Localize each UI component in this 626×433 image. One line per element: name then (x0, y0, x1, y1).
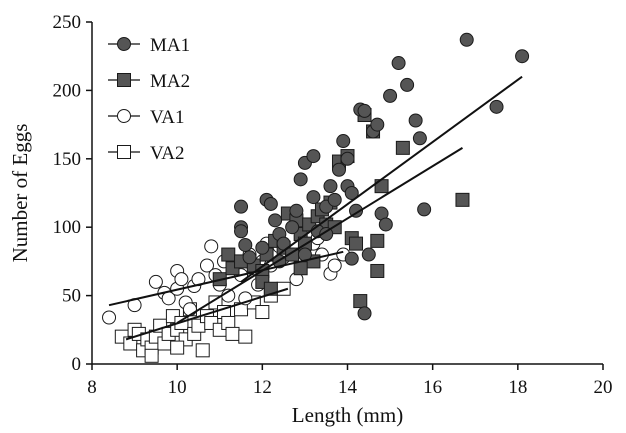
data-point-ma1 (285, 220, 300, 235)
data-point-ma1 (391, 56, 406, 71)
data-point-va2 (255, 305, 270, 320)
data-point-ma1 (319, 227, 334, 242)
trend-line-1 (240, 75, 523, 283)
data-point-ma1 (378, 217, 393, 232)
trend-line-3 (176, 147, 463, 324)
y-tick-label: 150 (53, 149, 82, 170)
data-point-va2 (276, 281, 291, 296)
data-point-ma1 (344, 251, 359, 266)
data-point-va2 (195, 343, 210, 358)
y-tick-label: 100 (53, 217, 82, 238)
data-point-va1 (174, 272, 189, 287)
data-point-ma1 (400, 77, 415, 92)
data-point-ma1 (263, 196, 278, 211)
data-point-ma1 (357, 103, 372, 118)
x-tick-label: 14 (338, 377, 358, 398)
data-point-ma2 (370, 233, 385, 248)
x-axis-label: Length (mm) (292, 403, 403, 427)
y-axis-label: Number of Eggs (8, 124, 32, 263)
legend-label: MA2 (150, 71, 190, 92)
x-tick-label: 18 (508, 377, 527, 398)
data-point-ma1 (234, 199, 249, 214)
data-point-va2 (225, 326, 240, 341)
data-point-ma1 (412, 131, 427, 146)
data-point-ma1 (238, 237, 253, 252)
data-point-ma2 (349, 236, 364, 251)
data-point-va1 (199, 258, 214, 273)
legend-label: VA1 (150, 107, 185, 128)
data-points (102, 32, 530, 363)
x-tick-label: 16 (423, 377, 442, 398)
data-point-ma1 (361, 247, 376, 262)
data-point-va1 (204, 239, 219, 254)
data-point-va2 (238, 329, 253, 344)
data-point-ma1 (323, 179, 338, 194)
data-point-ma1 (336, 134, 351, 149)
y-tick-label: 0 (72, 354, 82, 375)
legend-item-ma2: MA2 (108, 71, 190, 92)
x-tick-label: 8 (87, 377, 97, 398)
x-tick-label: 12 (253, 377, 272, 398)
legend-marker-ma1 (117, 37, 131, 51)
legend-label: VA2 (150, 143, 185, 164)
data-point-ma1 (383, 88, 398, 103)
y-tick-label: 50 (62, 286, 81, 307)
series-ma1-points (234, 32, 530, 321)
data-point-va2 (170, 340, 185, 355)
data-point-va1 (102, 310, 117, 325)
x-tick-label: 20 (594, 377, 613, 398)
legend-marker-ma2 (117, 73, 131, 87)
data-point-ma1 (344, 186, 359, 200)
data-point-ma2 (263, 281, 278, 296)
data-point-ma1 (408, 113, 423, 128)
data-point-ma1 (370, 117, 385, 132)
x-tick-label: 10 (168, 377, 187, 398)
data-point-ma2 (221, 247, 236, 262)
y-tick-label: 250 (53, 12, 82, 33)
data-point-ma2 (353, 294, 368, 309)
data-point-ma1 (255, 240, 270, 255)
data-point-ma1 (417, 202, 432, 217)
legend-item-ma1: MA1 (108, 35, 190, 56)
trend-line-4 (125, 287, 289, 341)
data-point-ma2 (395, 140, 410, 155)
data-point-va2 (144, 348, 159, 363)
data-point-va1 (327, 258, 342, 273)
data-point-ma1 (234, 224, 249, 239)
data-point-ma1 (489, 99, 504, 114)
data-point-ma1 (331, 162, 346, 177)
data-point-ma1 (459, 32, 474, 47)
series-va2-points (114, 281, 291, 363)
legend-item-va2: VA2 (108, 143, 185, 164)
trend-line-2 (108, 250, 344, 307)
data-point-ma1 (306, 149, 321, 164)
trend-lines (108, 75, 523, 341)
data-point-ma1 (327, 192, 342, 207)
data-point-ma1 (357, 306, 372, 321)
data-point-va1 (182, 302, 197, 317)
data-point-ma2 (370, 263, 385, 278)
data-point-ma2 (293, 261, 308, 276)
data-point-ma1 (306, 190, 321, 205)
data-point-ma1 (268, 213, 283, 228)
data-point-ma1 (340, 151, 355, 166)
legend: MA1 MA2 VA1 VA2 (108, 35, 190, 164)
legend-label: MA1 (150, 35, 190, 56)
data-point-ma1 (242, 250, 257, 265)
data-point-va1 (148, 274, 163, 289)
data-point-ma2 (455, 192, 470, 207)
legend-item-va1: VA1 (108, 107, 185, 128)
data-point-ma1 (293, 172, 308, 187)
y-tick-label: 200 (53, 80, 82, 101)
legend-marker-va2 (117, 145, 131, 159)
data-point-ma1 (289, 203, 304, 218)
legend-marker-va1 (117, 109, 131, 123)
data-point-ma1 (515, 49, 530, 64)
